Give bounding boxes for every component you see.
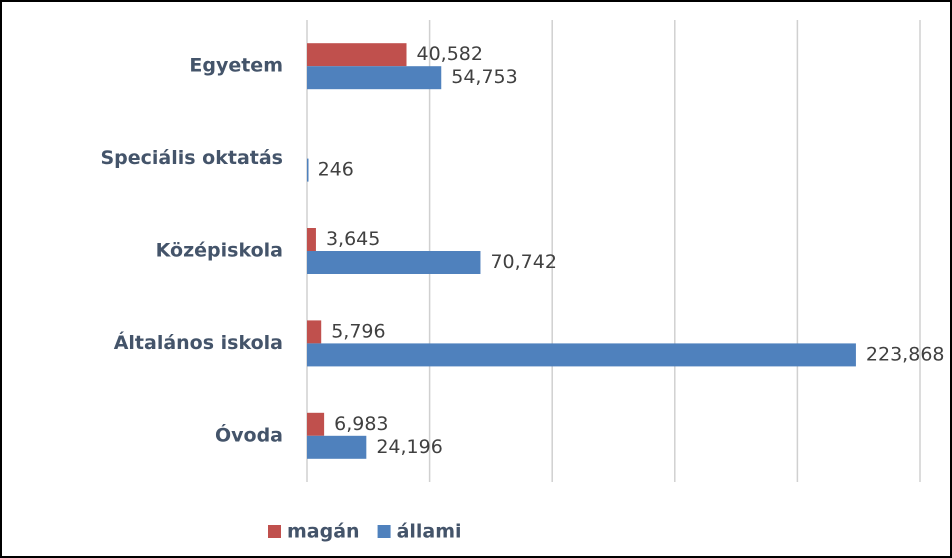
value-label: 70,742: [490, 251, 556, 273]
value-label: 223,868: [866, 343, 945, 365]
category-label: Speciális oktatás: [100, 147, 283, 169]
value-label: 54,753: [451, 66, 517, 88]
value-label: 246: [318, 159, 354, 181]
legend-label: magán: [287, 521, 360, 543]
bar: [307, 228, 316, 251]
value-label: 3,645: [326, 228, 380, 250]
bar: [307, 343, 856, 367]
value-label: 5,796: [331, 320, 385, 342]
category-label: Egyetem: [189, 55, 283, 77]
bar: [307, 66, 442, 90]
bar: [307, 435, 367, 459]
legend-swatch: [268, 525, 281, 538]
bar: [307, 320, 322, 344]
bar: [307, 158, 309, 182]
value-label: 24,196: [376, 436, 442, 458]
category-label: Általános iskola: [114, 331, 283, 354]
category-label: Középiskola: [156, 240, 283, 262]
bar: [307, 412, 325, 436]
bar: [307, 43, 407, 67]
value-label: 6,983: [334, 413, 388, 435]
value-label: 40,582: [417, 43, 483, 65]
category-label: Óvoda: [215, 422, 283, 446]
legend-swatch: [377, 525, 391, 538]
bar: [307, 251, 481, 274]
legend-label: állami: [397, 521, 462, 543]
